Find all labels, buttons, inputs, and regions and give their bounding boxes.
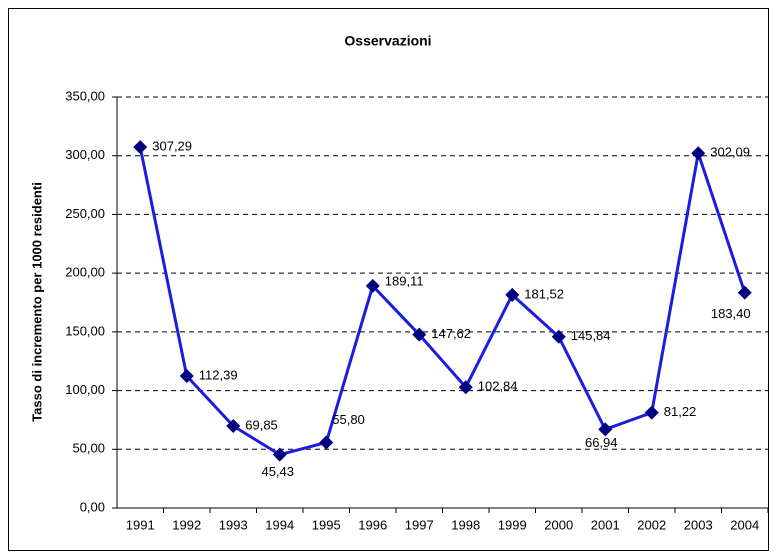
marker	[691, 146, 706, 161]
x-tick-label: 1999	[498, 517, 527, 532]
chart-frame	[8, 8, 769, 551]
marker	[319, 435, 334, 450]
data-label: 102,84	[478, 379, 518, 394]
y-axis-label: Tasso di incremento per 1000 residenti	[29, 182, 44, 422]
x-tick-label: 1995	[312, 517, 341, 532]
y-tick-label: 200,00	[65, 265, 105, 280]
chart-title: Osservazioni	[344, 33, 431, 49]
y-tick-label: 250,00	[65, 206, 105, 221]
x-tick-label: 1998	[451, 517, 480, 532]
data-label: 112,39	[199, 367, 238, 382]
y-tick-label: 350,00	[65, 88, 105, 103]
y-tick-label: 100,00	[65, 382, 105, 397]
line	[138, 146, 747, 457]
marker	[226, 418, 241, 433]
data-label: 145,84	[571, 328, 611, 343]
data-label: 69,85	[245, 417, 278, 432]
marker	[179, 369, 194, 384]
x-tick-label: 1993	[219, 517, 248, 532]
x-tick-label: 2000	[544, 517, 573, 532]
x-tick-label: 1996	[358, 517, 387, 532]
data-label: 189,11	[385, 273, 424, 288]
marker	[272, 447, 287, 462]
data-label: 55,80	[332, 412, 365, 427]
x-tick-label: 1997	[405, 517, 434, 532]
y-tick-label: 150,00	[65, 323, 105, 338]
marker	[412, 327, 427, 342]
data-label: 45,43	[261, 464, 294, 479]
data-label: 66,94	[585, 435, 618, 450]
data-label: 81,22	[664, 404, 697, 419]
data-label: 147,62	[431, 326, 471, 341]
data-label: 302,09	[710, 145, 750, 160]
marker	[598, 422, 613, 437]
data-label: 183,40	[711, 306, 751, 321]
y-tick-label: 0,00	[80, 499, 105, 514]
x-tick-label: 1994	[265, 517, 294, 532]
x-tick-label: 2002	[637, 517, 666, 532]
marker	[737, 285, 752, 300]
x-tick-label: 2001	[591, 517, 620, 532]
y-tick-label: 300,00	[65, 147, 105, 162]
x-tick-label: 1991	[126, 517, 155, 532]
marker	[133, 140, 148, 155]
marker	[505, 287, 520, 302]
marker	[458, 380, 473, 395]
data-label: 181,52	[524, 286, 564, 301]
x-tick-label: 1992	[172, 517, 201, 532]
x-tick-label: 2004	[730, 517, 759, 532]
marker	[365, 278, 380, 293]
data-label: 307,29	[152, 139, 192, 154]
x-tick-label: 2003	[684, 517, 713, 532]
marker	[644, 405, 659, 420]
y-tick-label: 50,00	[72, 441, 105, 456]
marker	[551, 329, 566, 344]
